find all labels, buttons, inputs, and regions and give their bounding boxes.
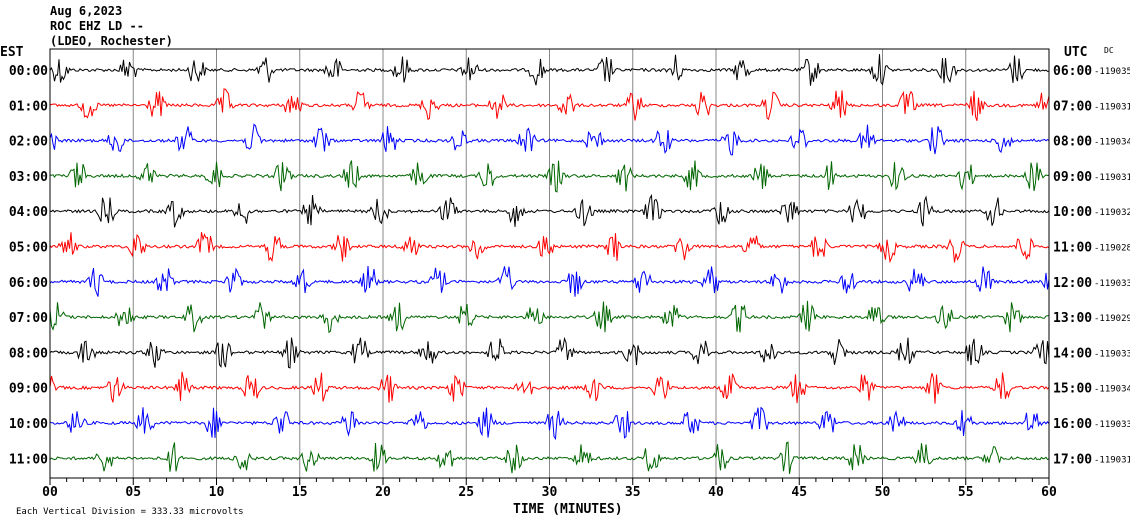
est-row-label: 06:00: [9, 276, 48, 291]
x-tick-label: 05: [125, 485, 141, 500]
est-row-label: 11:00: [9, 452, 48, 467]
seismic-trace: [49, 193, 1050, 228]
seismic-trace: [49, 441, 1050, 474]
x-tick-label: 00: [42, 485, 58, 500]
x-tick-label: 20: [375, 485, 391, 500]
utc-row-label: 12:00: [1053, 276, 1092, 291]
utc-row-label: 16:00: [1053, 417, 1092, 432]
utc-row-label: 11:00: [1053, 241, 1092, 256]
x-tick-label: 15: [292, 485, 308, 500]
dc-label: DC: [1104, 46, 1114, 55]
utc-row-label: 10:00: [1053, 205, 1092, 220]
est-row-label: 01:00: [9, 99, 48, 114]
est-row-label: 09:00: [9, 382, 48, 397]
x-tick-label: 30: [542, 485, 558, 500]
dc-offset-label: -1190291: [1094, 314, 1130, 324]
seismic-trace: [49, 160, 1050, 193]
dc-offset-label: -1190313: [1094, 455, 1130, 465]
utc-row-label: 13:00: [1053, 311, 1092, 326]
x-axis-title: TIME (MINUTES): [513, 502, 623, 517]
dc-offset-label: -1190283: [1094, 244, 1130, 254]
network-label: (LDEO, Rochester): [50, 34, 173, 48]
est-row-label: 00:00: [9, 64, 48, 79]
x-tick-label: 10: [209, 485, 225, 500]
x-tick-label: 35: [625, 485, 641, 500]
x-tick-label: 45: [791, 485, 807, 500]
x-tick-label: 55: [958, 485, 974, 500]
utc-axis-label: UTC: [1064, 45, 1087, 60]
station-label: ROC EHZ LD --: [50, 19, 144, 33]
x-tick-label: 40: [708, 485, 724, 500]
utc-row-label: 17:00: [1053, 452, 1092, 467]
dc-offset-label: -1190329: [1094, 208, 1130, 218]
dc-offset-label: -1190345: [1094, 138, 1130, 148]
utc-row-label: 15:00: [1053, 382, 1092, 397]
utc-row-label: 06:00: [1053, 64, 1092, 79]
x-tick-label: 25: [458, 485, 474, 500]
utc-row-label: 08:00: [1053, 135, 1092, 150]
est-axis-label: EST: [0, 45, 24, 60]
x-tick-label: 50: [875, 485, 891, 500]
dc-offset-label: -1190313: [1094, 173, 1130, 183]
date-label: Aug 6,2023: [50, 4, 123, 18]
seismic-trace: [49, 371, 1050, 404]
est-row-label: 07:00: [9, 311, 48, 326]
est-row-label: 02:00: [9, 135, 48, 150]
dc-offset-label: -1190334: [1094, 420, 1130, 430]
est-row-label: 10:00: [9, 417, 48, 432]
scale-note: Each Vertical Division = 333.33 microvol…: [16, 507, 244, 517]
dc-offset-label: -1190334: [1094, 279, 1130, 289]
seismic-trace: [49, 88, 1050, 122]
dc-offset-label: -1190315: [1094, 102, 1130, 112]
seismic-trace: [49, 231, 1050, 264]
seismic-trace: [49, 336, 1050, 369]
est-row-label: 05:00: [9, 241, 48, 256]
est-row-label: 03:00: [9, 170, 48, 185]
utc-row-label: 07:00: [1053, 99, 1092, 114]
seismic-trace: [49, 54, 1050, 86]
est-row-label: 08:00: [9, 346, 48, 361]
seismic-trace: [49, 406, 1050, 441]
seismic-trace: [49, 123, 1050, 156]
plot-frame: [49, 48, 1050, 479]
est-row-label: 04:00: [9, 205, 48, 220]
seismic-trace: [49, 300, 1050, 334]
dc-offset-label: -1190355: [1094, 67, 1130, 77]
x-tick-label: 60: [1041, 485, 1057, 500]
utc-row-label: 14:00: [1053, 346, 1092, 361]
utc-row-label: 09:00: [1053, 170, 1092, 185]
seismic-trace: [49, 265, 1050, 297]
